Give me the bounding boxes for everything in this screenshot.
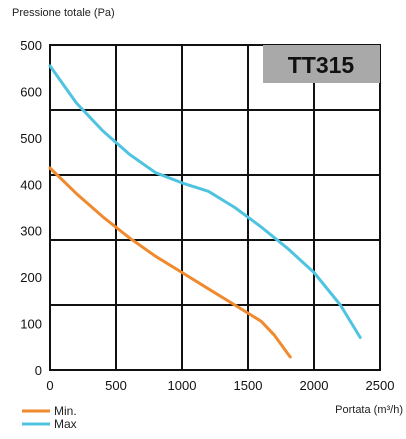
y-tick-label: 500 [20, 131, 42, 146]
y-axis-label: Pressione totale (Pa) [12, 7, 115, 19]
x-tick-label: 1000 [168, 378, 197, 393]
y-tick-label: 300 [20, 224, 42, 239]
chart-grid [50, 45, 380, 370]
x-tick-label: 2000 [300, 378, 329, 393]
y-tick-label: 100 [20, 317, 42, 332]
x-tick-label: 1500 [234, 378, 263, 393]
x-tick-label: 0 [46, 378, 53, 393]
y-tick-label: 400 [20, 177, 42, 192]
x-axis-label: Portata (m³/h) [335, 404, 403, 416]
y-tick-label: 600 [20, 84, 42, 99]
x-tick-label: 500 [105, 378, 127, 393]
x-tick-label: 2500 [366, 378, 395, 393]
model-badge: TT315 [263, 45, 380, 83]
plot-frame [50, 45, 380, 370]
y-tick-label: 500 [20, 38, 42, 53]
axis-ticks: 0 500 1000 1500 2000 250050060050040030020010… [20, 38, 394, 393]
y-tick-label: 200 [20, 270, 42, 285]
model-badge-label: TT315 [288, 52, 355, 78]
y-tick-label: 0 [35, 363, 42, 378]
legend-label: Max [54, 417, 77, 431]
legend-label: Min. [54, 404, 77, 418]
legend: Min.Max [22, 404, 77, 431]
series-line-min [50, 168, 290, 357]
